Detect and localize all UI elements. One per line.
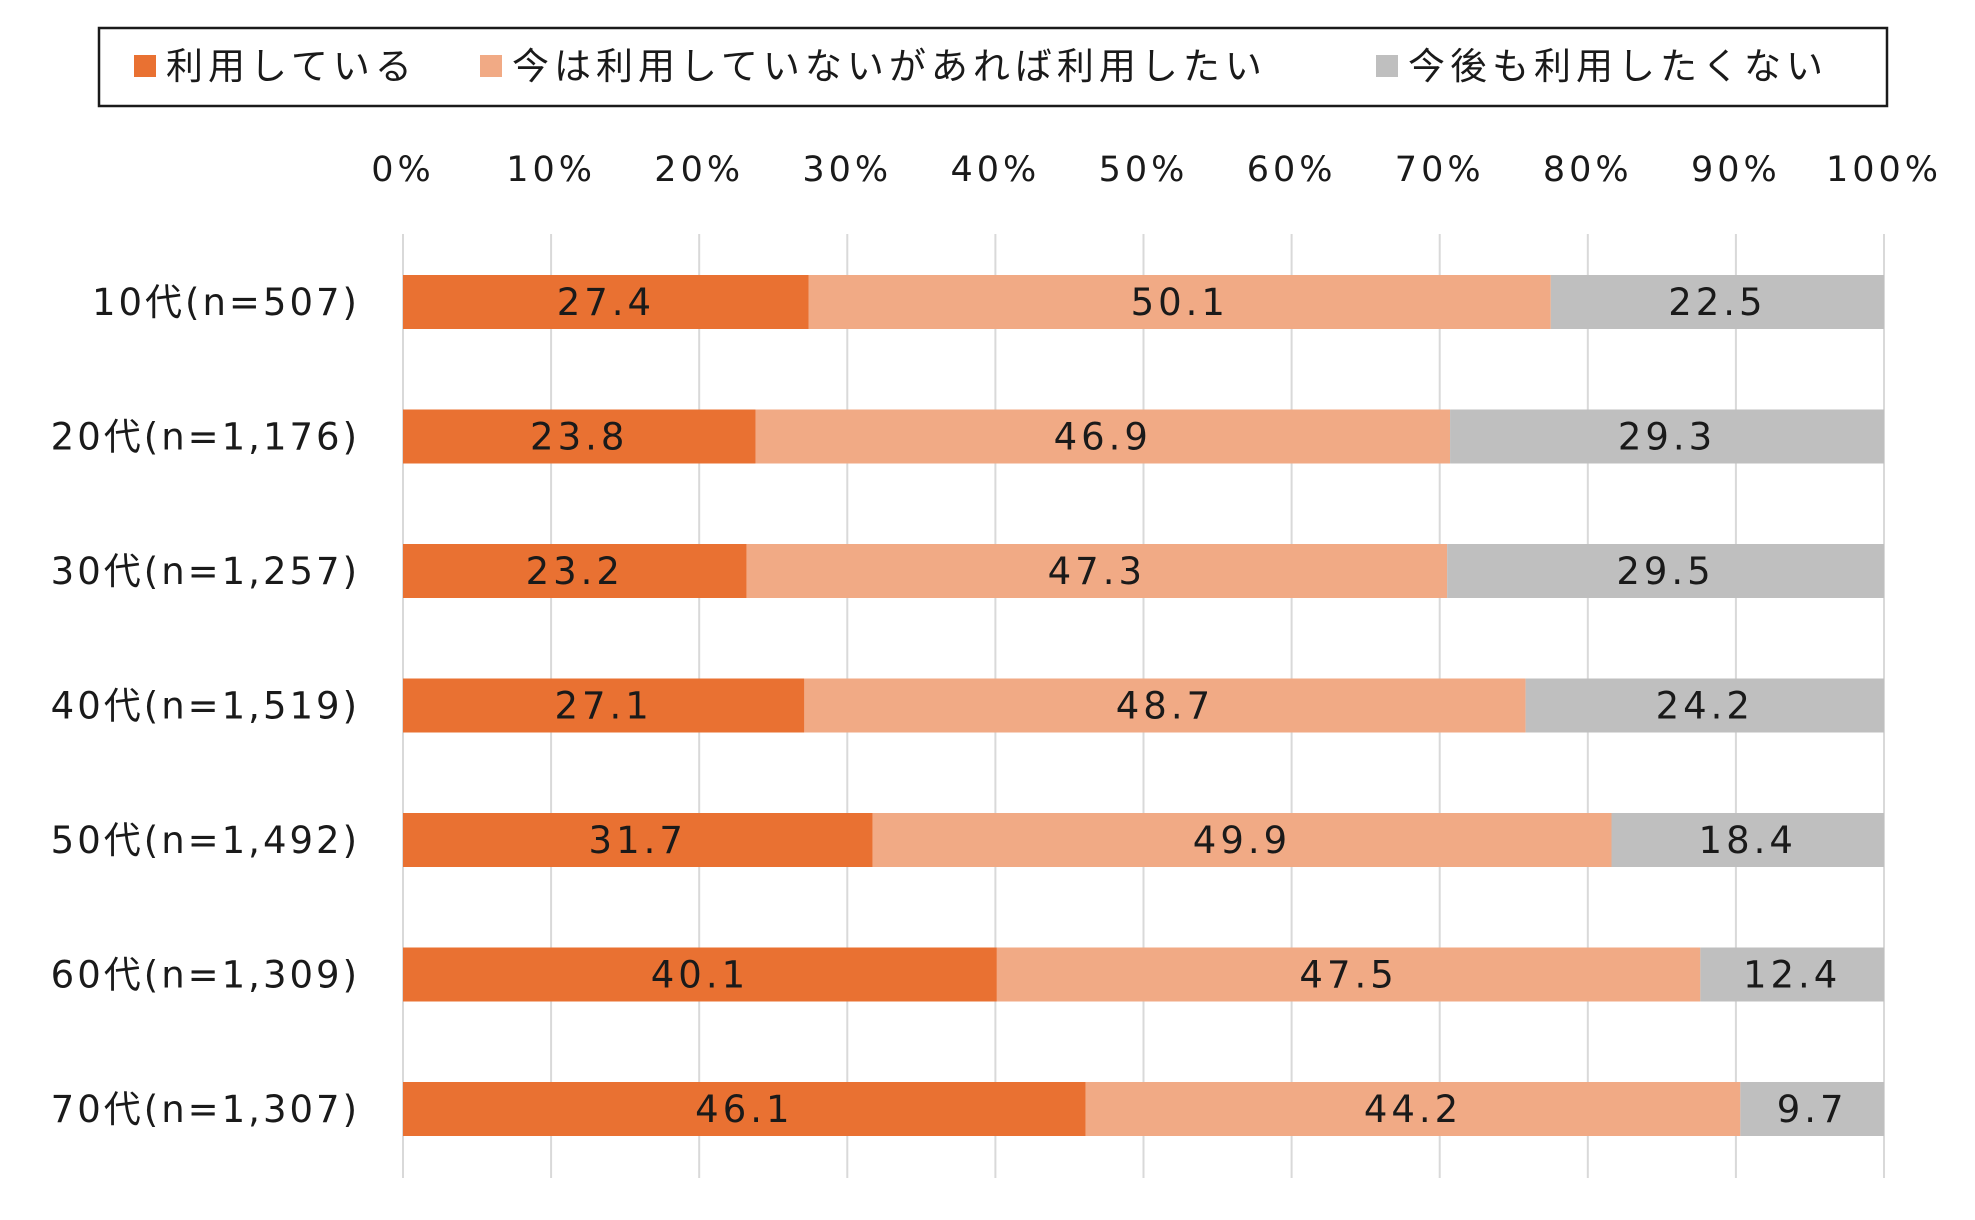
data-label-5-3: 18.4 (1699, 819, 1797, 862)
bar-segment-2-2 (755, 409, 1451, 464)
x-tick-label-10: 10% (506, 150, 596, 190)
data-label-7-1: 46.1 (695, 1088, 793, 1131)
bar-segment-6-3 (1700, 947, 1884, 1002)
data-label-2-3: 29.3 (1618, 416, 1716, 459)
data-label-5-2: 49.9 (1193, 819, 1291, 862)
bar-segment-3-2 (746, 544, 1448, 598)
data-label-7-3: 9.7 (1777, 1088, 1848, 1131)
legend-swatch-1 (134, 55, 156, 77)
bars: 27.4 50.1 22.5 23.8 46.9 29.3 23.2 47.3 29.5 27.1… (403, 275, 1884, 1136)
data-label-6-3: 12.4 (1743, 954, 1841, 997)
x-tick-label-100: 100% (1826, 150, 1942, 190)
category-label-1: 10代(n=507) (92, 281, 360, 324)
x-tick-label-70: 70% (1395, 150, 1485, 190)
data-label-2-2: 46.9 (1054, 416, 1152, 459)
category-label-3: 30代(n=1,257) (51, 550, 360, 593)
legend-label-2: 今は利用していないがあれば利用したい (512, 45, 1267, 88)
x-tick-label-50: 50% (1099, 150, 1189, 190)
bar-segment-5-3 (1611, 813, 1884, 867)
bar-segment-7-3 (1740, 1082, 1884, 1136)
x-tick-label-40: 40% (951, 150, 1041, 190)
data-label-1-2: 50.1 (1131, 281, 1229, 324)
bar-segment-3-3 (1447, 544, 1884, 598)
bar-segment-1-3 (1550, 275, 1884, 329)
data-label-1-1: 27.4 (557, 281, 655, 324)
bar-segment-1-1 (403, 275, 809, 329)
category-label-6: 60代(n=1,309) (51, 954, 360, 997)
bar-segment-6-2 (996, 947, 1701, 1002)
bar-segment-1-2 (808, 275, 1551, 329)
data-label-3-2: 47.3 (1048, 550, 1146, 593)
x-tick-label-0: 0% (371, 150, 435, 190)
data-label-4-1: 27.1 (554, 685, 652, 728)
x-tick-label-60: 60% (1247, 150, 1337, 190)
x-tick-label-80: 80% (1543, 150, 1633, 190)
category-label-7: 70代(n=1,307) (51, 1088, 360, 1131)
bar-segment-5-1 (403, 813, 873, 867)
data-label-6-2: 47.5 (1299, 954, 1397, 997)
data-label-4-2: 48.7 (1116, 685, 1214, 728)
legend-swatch-2 (480, 55, 502, 77)
legend: 利用している 今は利用していないがあれば利用したい 今後も利用したくない (97, 26, 1889, 108)
legend-swatch-3 (1376, 55, 1398, 77)
data-label-3-3: 29.5 (1616, 550, 1714, 593)
data-label-1-3: 22.5 (1668, 281, 1766, 324)
bar-segment-4-3 (1525, 678, 1884, 733)
data-label-7-2: 44.2 (1364, 1088, 1462, 1131)
x-tick-label-20: 20% (654, 150, 744, 190)
data-label-2-1: 23.8 (530, 416, 628, 459)
data-label-4-3: 24.2 (1656, 685, 1754, 728)
x-tick-label-90: 90% (1691, 150, 1781, 190)
x-tick-label-30: 30% (802, 150, 892, 190)
category-labels: 10代(n=507) 20代(n=1,176) 30代(n=1,257) 40代(n=… (51, 281, 360, 1131)
bar-segment-6-1 (403, 947, 997, 1002)
bar-segment-2-1 (403, 409, 756, 464)
category-label-4: 40代(n=1,519) (51, 685, 360, 728)
category-label-5: 50代(n=1,492) (51, 819, 360, 862)
data-label-6-1: 40.1 (651, 954, 749, 997)
bar-segment-7-1 (403, 1082, 1086, 1136)
category-label-2: 20代(n=1,176) (51, 416, 360, 459)
bar-segment-2-3 (1450, 409, 1884, 464)
bar-segment-5-2 (872, 813, 1612, 867)
data-label-5-1: 31.7 (589, 819, 687, 862)
legend-label-1: 利用している (166, 45, 417, 88)
bar-segment-4-2 (804, 678, 1526, 733)
bar-segment-4-1 (403, 678, 805, 733)
bar-segment-3-1 (403, 544, 747, 598)
bar-segment-7-2 (1085, 1082, 1741, 1136)
data-label-3-1: 23.2 (526, 550, 624, 593)
legend-box (97, 26, 1889, 108)
legend-label-3: 今後も利用したくない (1408, 45, 1828, 88)
x-axis-ticks: 0% 10% 20% 30% 40% 50% 60% 70% 80% 90% 100% (371, 150, 1942, 190)
